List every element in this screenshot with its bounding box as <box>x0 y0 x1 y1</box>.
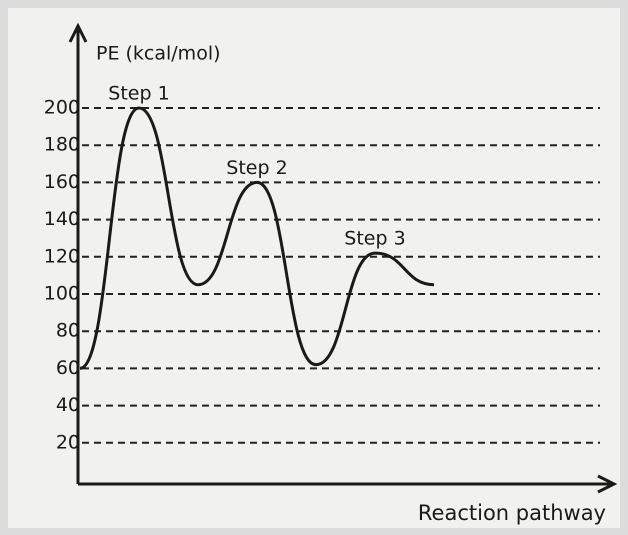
step-annotation: Step 3 <box>344 228 405 250</box>
x-axis-arrow <box>597 474 618 494</box>
y-tick-label: 200 <box>44 97 80 119</box>
y-tick-label: 140 <box>44 208 80 230</box>
energy-curve <box>79 106 435 370</box>
y-tick-label: 40 <box>56 394 80 416</box>
y-tick-label: 100 <box>44 283 80 305</box>
y-axis-label: PE (kcal/mol) <box>96 43 221 65</box>
y-tick-label: 120 <box>44 245 80 267</box>
y-axis-arrow <box>68 22 88 43</box>
y-tick-label: 60 <box>56 357 80 379</box>
y-tick-label: 20 <box>56 431 80 453</box>
y-tick-label: 180 <box>44 134 80 156</box>
step-annotation: Step 2 <box>226 157 287 179</box>
y-tick-label: 80 <box>56 320 80 342</box>
paper <box>8 8 620 528</box>
y-tick-label: 160 <box>44 171 80 193</box>
x-axis-label: Reaction pathway <box>418 501 606 525</box>
step-annotation: Step 1 <box>108 83 169 105</box>
